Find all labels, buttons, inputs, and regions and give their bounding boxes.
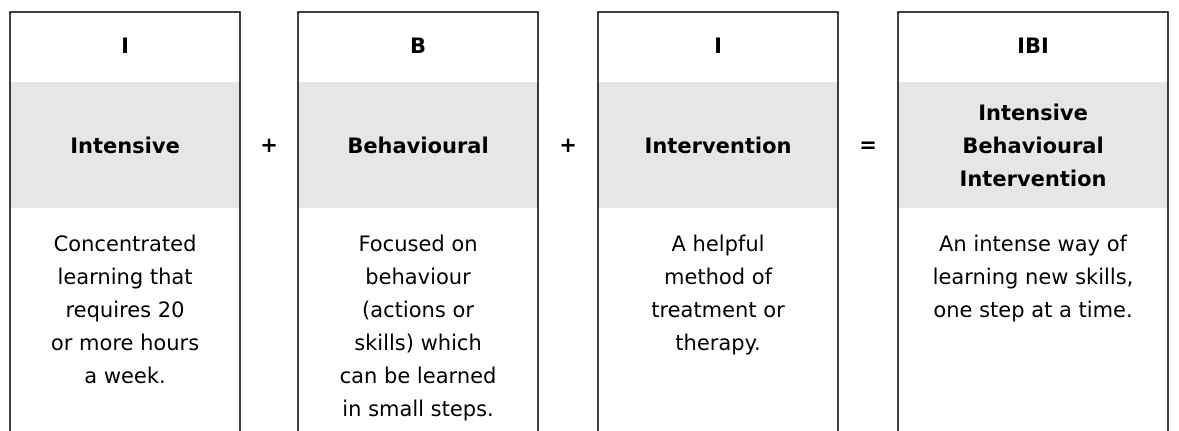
description: one step at a time.: [933, 298, 1132, 322]
operator: =: [859, 133, 877, 157]
term-band: [598, 82, 838, 208]
description: method of: [664, 265, 773, 289]
letter: I: [714, 34, 722, 58]
term-band: [10, 82, 240, 208]
description: learning new skills,: [933, 265, 1134, 289]
description: behaviour: [365, 265, 471, 289]
operator: +: [260, 133, 278, 157]
letter: IBI: [1017, 34, 1049, 58]
term: Intervention: [960, 167, 1107, 191]
operator: +: [559, 133, 577, 157]
term: Behavioural: [347, 134, 488, 158]
description: requires 20: [66, 298, 185, 322]
description: can be learned: [340, 364, 497, 388]
description: (actions or: [362, 298, 474, 322]
description: treatment or: [651, 298, 785, 322]
term-band: [298, 82, 538, 208]
term: Behavioural: [962, 134, 1103, 158]
description: skills) which: [354, 331, 482, 355]
term: Intervention: [645, 134, 792, 158]
box-border: [597, 11, 839, 431]
description: a week.: [84, 364, 165, 388]
description: in small steps.: [342, 397, 493, 421]
description: learning that: [58, 265, 193, 289]
letter: I: [121, 34, 129, 58]
term-band: [898, 82, 1168, 208]
box-border: [9, 11, 241, 431]
description: Focused on: [358, 232, 477, 256]
description: Concentrated: [54, 232, 197, 256]
box-border: [297, 11, 539, 431]
term: Intensive: [70, 134, 180, 158]
term: Intensive: [978, 101, 1088, 125]
description: An intense way of: [939, 232, 1127, 256]
box-border: [897, 11, 1169, 431]
description: A helpful: [672, 232, 765, 256]
description: or more hours: [51, 331, 199, 355]
description: therapy.: [675, 331, 760, 355]
letter: B: [410, 34, 426, 58]
